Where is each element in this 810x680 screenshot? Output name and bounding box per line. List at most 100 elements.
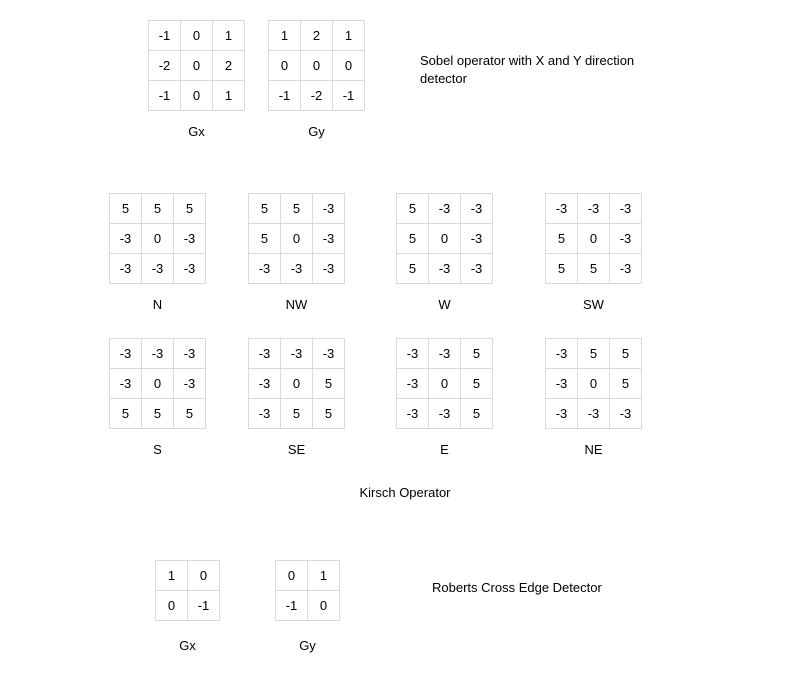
matrix-cell: 1	[213, 21, 245, 51]
kirsch-e-label: E	[396, 442, 493, 457]
matrix-cell: -1	[149, 81, 181, 111]
matrix-cell: 1	[333, 21, 365, 51]
sobel-gy-matrix: 121000-1-2-1	[268, 20, 365, 111]
kirsch-s-matrix: -3-3-3-30-3555	[109, 338, 206, 429]
matrix-cell: 5	[142, 194, 174, 224]
kirsch-se-matrix: -3-3-3-305-355	[248, 338, 345, 429]
matrix-cell: -3	[610, 194, 642, 224]
matrix-cell: -3	[110, 254, 142, 284]
matrix-cell: -3	[174, 339, 206, 369]
matrix-cell: -3	[429, 399, 461, 429]
matrix-cell: 5	[461, 369, 493, 399]
matrix-cell: -1	[188, 591, 220, 621]
matrix-cell: 0	[578, 369, 610, 399]
matrix-cell: 5	[249, 194, 281, 224]
matrix-cell: -1	[333, 81, 365, 111]
matrix-cell: -3	[610, 224, 642, 254]
matrix-cell: 1	[156, 561, 188, 591]
matrix-cell: -3	[142, 254, 174, 284]
matrix-cell: 5	[461, 399, 493, 429]
matrix-cell: -3	[281, 339, 313, 369]
matrix-cell: -3	[461, 254, 493, 284]
matrix-cell: 1	[308, 561, 340, 591]
kirsch-n-label: N	[109, 297, 206, 312]
matrix-cell: -3	[110, 369, 142, 399]
matrix-cell: 5	[281, 194, 313, 224]
matrix-cell: 0	[142, 369, 174, 399]
roberts-gy-label: Gy	[275, 638, 340, 653]
matrix-cell: 5	[546, 224, 578, 254]
matrix-cell: 0	[429, 224, 461, 254]
matrix-cell: 0	[276, 561, 308, 591]
roberts-gx-block: 100-1 Gx	[155, 560, 220, 653]
kirsch-sw-matrix: -3-3-350-355-3	[545, 193, 642, 284]
matrix-cell: -3	[578, 399, 610, 429]
matrix-cell: -3	[249, 369, 281, 399]
matrix-cell: -3	[610, 254, 642, 284]
matrix-cell: 2	[213, 51, 245, 81]
kirsch-se-block: -3-3-3-305-355 SE	[248, 338, 345, 457]
matrix-cell: 5	[610, 369, 642, 399]
matrix-cell: -3	[578, 194, 610, 224]
roberts-gx-label: Gx	[155, 638, 220, 653]
matrix-cell: 0	[333, 51, 365, 81]
kirsch-e-matrix: -3-35-305-3-35	[396, 338, 493, 429]
matrix-cell: 5	[249, 224, 281, 254]
matrix-cell: -3	[546, 399, 578, 429]
matrix-cell: 0	[142, 224, 174, 254]
kirsch-n-block: 555-30-3-3-3-3 N	[109, 193, 206, 312]
kirsch-ne-label: NE	[545, 442, 642, 457]
matrix-cell: -1	[276, 591, 308, 621]
matrix-cell: 5	[397, 224, 429, 254]
matrix-cell: -3	[546, 369, 578, 399]
kirsch-title: Kirsch Operator	[0, 485, 810, 500]
kirsch-sw-block: -3-3-350-355-3 SW	[545, 193, 642, 312]
matrix-cell: 5	[313, 399, 345, 429]
matrix-cell: -3	[546, 194, 578, 224]
matrix-cell: 0	[181, 51, 213, 81]
matrix-cell: -3	[174, 369, 206, 399]
matrix-cell: -3	[249, 399, 281, 429]
matrix-cell: 0	[281, 369, 313, 399]
matrix-cell: 0	[269, 51, 301, 81]
matrix-cell: -3	[610, 399, 642, 429]
matrix-cell: -3	[313, 224, 345, 254]
roberts-gy-block: 01-10 Gy	[275, 560, 340, 653]
matrix-cell: -3	[461, 224, 493, 254]
kirsch-nw-block: 55-350-3-3-3-3 NW	[248, 193, 345, 312]
matrix-cell: -3	[397, 339, 429, 369]
kirsch-s-label: S	[109, 442, 206, 457]
kirsch-nw-label: NW	[248, 297, 345, 312]
kirsch-n-matrix: 555-30-3-3-3-3	[109, 193, 206, 284]
matrix-cell: 0	[281, 224, 313, 254]
matrix-cell: 0	[188, 561, 220, 591]
kirsch-se-label: SE	[248, 442, 345, 457]
matrix-cell: 5	[174, 194, 206, 224]
matrix-cell: -1	[149, 21, 181, 51]
matrix-cell: 5	[578, 339, 610, 369]
matrix-cell: -2	[149, 51, 181, 81]
matrix-cell: 5	[110, 399, 142, 429]
matrix-cell: -3	[546, 339, 578, 369]
matrix-cell: 5	[461, 339, 493, 369]
roberts-description: Roberts Cross Edge Detector	[432, 579, 602, 597]
matrix-cell: 0	[181, 81, 213, 111]
matrix-cell: -3	[142, 339, 174, 369]
matrix-cell: 5	[313, 369, 345, 399]
matrix-cell: -3	[429, 194, 461, 224]
matrix-cell: -3	[110, 224, 142, 254]
matrix-cell: -3	[110, 339, 142, 369]
roberts-gx-matrix: 100-1	[155, 560, 220, 621]
matrix-cell: 5	[397, 254, 429, 284]
kirsch-ne-matrix: -355-305-3-3-3	[545, 338, 642, 429]
kirsch-s-block: -3-3-3-30-3555 S	[109, 338, 206, 457]
matrix-cell: 0	[578, 224, 610, 254]
matrix-cell: -3	[174, 254, 206, 284]
matrix-cell: -1	[269, 81, 301, 111]
kirsch-sw-label: SW	[545, 297, 642, 312]
sobel-gx-matrix: -101-202-101	[148, 20, 245, 111]
matrix-cell: 5	[142, 399, 174, 429]
kirsch-w-label: W	[396, 297, 493, 312]
sobel-gy-block: 121000-1-2-1 Gy	[268, 20, 365, 139]
roberts-gy-matrix: 01-10	[275, 560, 340, 621]
